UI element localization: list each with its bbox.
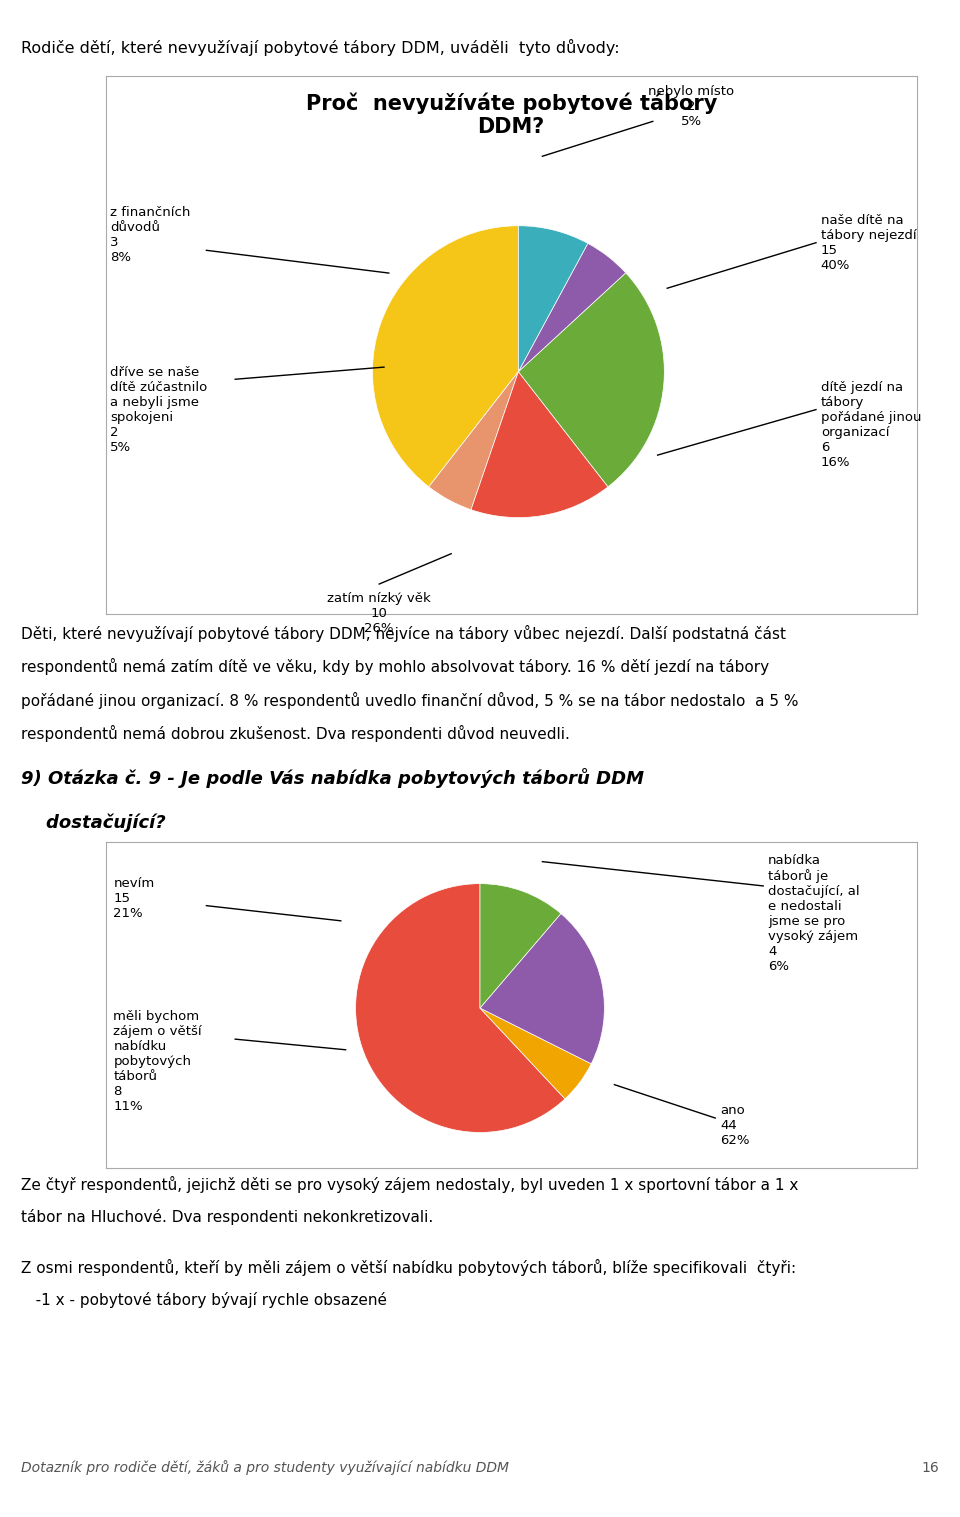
Text: nabídka
táborů je
dostačující, al
e nedostali
jsme se pro
vysoký zájem
4
6%: nabídka táborů je dostačující, al e nedo… bbox=[768, 854, 859, 972]
Text: Děti, které nevyužívají pobytové tábory DDM, nejvíce na tábory vůbec nejezdí. Da: Děti, které nevyužívají pobytové tábory … bbox=[21, 625, 786, 642]
Text: Rodiče dětí, které nevyužívají pobytové tábory DDM, uváděli  tyto důvody:: Rodiče dětí, které nevyužívají pobytové … bbox=[21, 39, 620, 56]
Text: naše dítě na
tábory nejezdí
15
40%: naše dítě na tábory nejezdí 15 40% bbox=[821, 214, 917, 272]
Text: 16: 16 bbox=[922, 1461, 939, 1475]
Wedge shape bbox=[480, 1009, 591, 1098]
Wedge shape bbox=[518, 273, 664, 487]
Text: 9) Otázka č. 9 - Je podle Vás nabídka pobytových táborů DDM: 9) Otázka č. 9 - Je podle Vás nabídka po… bbox=[21, 768, 644, 787]
Text: Z osmi respondentů, kteří by měli zájem o větší nabídku pobytových táborů, blíže: Z osmi respondentů, kteří by měli zájem … bbox=[21, 1259, 796, 1276]
Text: respondentů nemá zatím dítě ve věku, kdy by mohlo absolvovat tábory. 16 % dětí j: respondentů nemá zatím dítě ve věku, kdy… bbox=[21, 658, 769, 675]
Text: respondentů nemá dobrou zkušenost. Dva respondenti důvod neuvedli.: respondentů nemá dobrou zkušenost. Dva r… bbox=[21, 725, 570, 742]
Text: měli bychom
zájem o větší
nabídku
pobytových
táborů
8
11%: měli bychom zájem o větší nabídku pobyto… bbox=[113, 1010, 202, 1113]
Wedge shape bbox=[372, 226, 518, 487]
Text: pořádané jinou organizací. 8 % respondentů uvedlo finanční důvod, 5 % se na tábo: pořádané jinou organizací. 8 % responden… bbox=[21, 692, 799, 708]
Text: z finančních
důvodů
3
8%: z finančních důvodů 3 8% bbox=[110, 206, 191, 264]
Text: dostačující?: dostačující? bbox=[21, 813, 166, 831]
Text: Ze čtyř respondentů, jejichž děti se pro vysoký zájem nedostaly, byl uveden 1 x : Ze čtyř respondentů, jejichž děti se pro… bbox=[21, 1176, 799, 1192]
Wedge shape bbox=[355, 883, 565, 1132]
Text: Dotazník pro rodiče dětí, žáků a pro studenty využívající nabídku DDM: Dotazník pro rodiče dětí, žáků a pro stu… bbox=[21, 1459, 509, 1475]
Wedge shape bbox=[429, 372, 518, 510]
Wedge shape bbox=[518, 226, 588, 372]
Text: ano
44
62%: ano 44 62% bbox=[720, 1104, 750, 1147]
Text: tábor na Hluchové. Dva respondenti nekonkretizovali.: tábor na Hluchové. Dva respondenti nekon… bbox=[21, 1209, 433, 1226]
Text: dítě jezdí na
tábory
pořádané jinou
organizací
6
16%: dítě jezdí na tábory pořádané jinou orga… bbox=[821, 381, 922, 469]
Text: zatím nízký věk
10
26%: zatím nízký věk 10 26% bbox=[327, 592, 431, 634]
Wedge shape bbox=[471, 372, 608, 517]
Text: nevím
15
21%: nevím 15 21% bbox=[113, 877, 155, 919]
Wedge shape bbox=[480, 883, 561, 1009]
Text: dříve se naše
dítě zúčastnilo
a nebyli jsme
spokojeni
2
5%: dříve se naše dítě zúčastnilo a nebyli j… bbox=[110, 366, 207, 454]
Text: Proč  nevyužíváte pobytové tábory
DDM?: Proč nevyužíváte pobytové tábory DDM? bbox=[305, 93, 717, 137]
Text: nebylo místo
2
5%: nebylo místo 2 5% bbox=[648, 85, 734, 127]
Text: -1 x - pobytové tábory bývají rychle obsazené: -1 x - pobytové tábory bývají rychle obs… bbox=[21, 1292, 387, 1309]
Wedge shape bbox=[480, 913, 605, 1063]
Wedge shape bbox=[518, 243, 626, 372]
